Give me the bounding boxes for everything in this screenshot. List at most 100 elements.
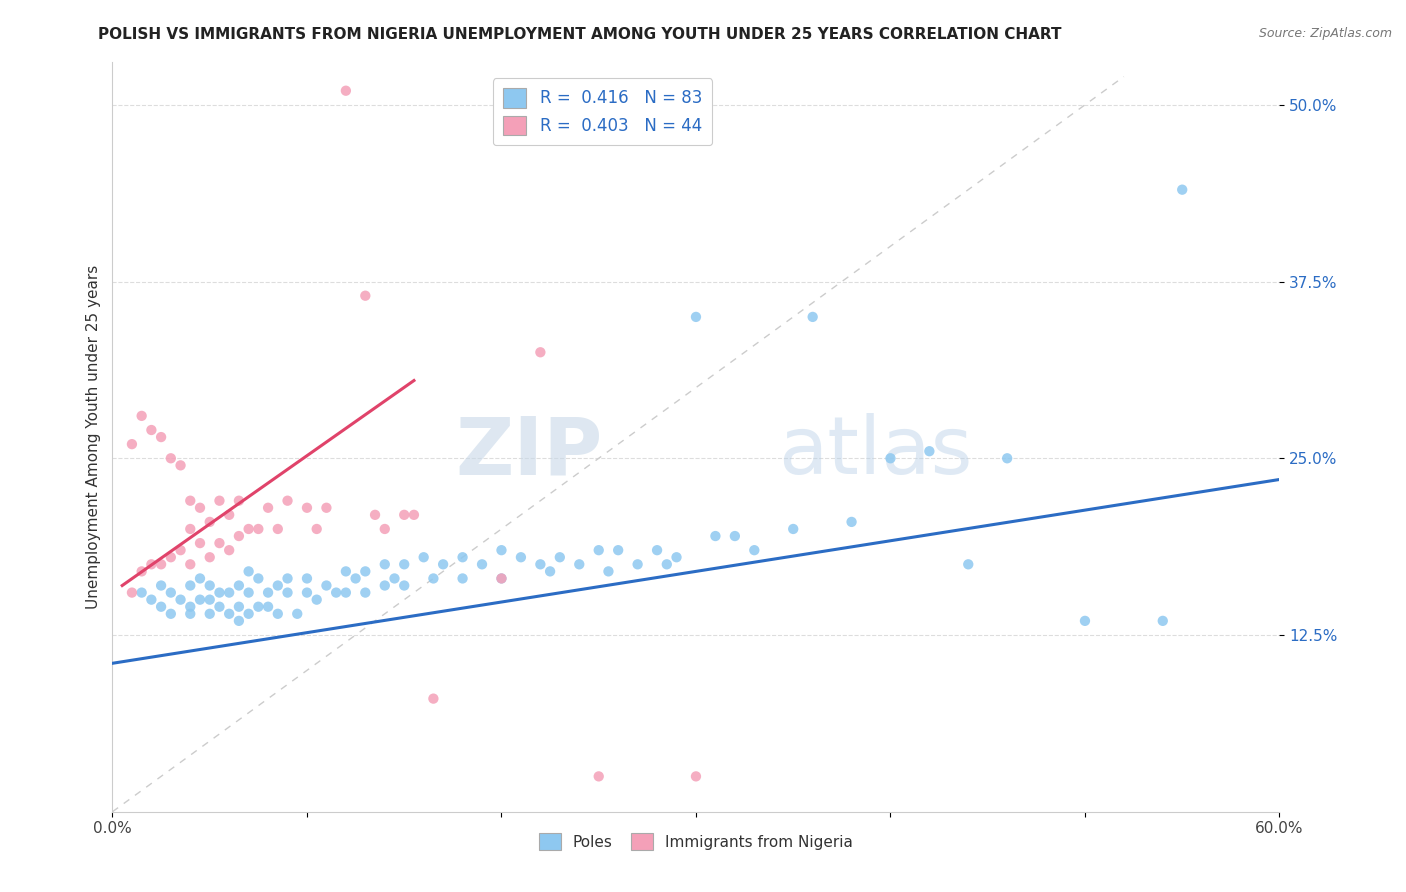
Point <box>568 558 591 572</box>
Point <box>160 451 183 466</box>
Point <box>315 578 337 592</box>
Point <box>150 430 173 444</box>
Point <box>374 578 396 592</box>
Point <box>432 558 454 572</box>
Point <box>228 493 250 508</box>
Point <box>394 558 416 572</box>
Point <box>121 585 143 599</box>
Point <box>247 599 270 614</box>
Point <box>208 536 231 550</box>
Point <box>218 508 240 522</box>
Point <box>364 508 387 522</box>
Point <box>198 578 221 592</box>
Point <box>394 508 416 522</box>
Point <box>471 558 494 572</box>
Text: ZIP: ZIP <box>456 413 603 491</box>
Point <box>685 310 707 324</box>
Point <box>335 565 357 579</box>
Point <box>315 500 337 515</box>
Point <box>228 578 250 592</box>
Point <box>1152 614 1174 628</box>
Point <box>267 607 290 621</box>
Point <box>131 565 153 579</box>
Point <box>509 550 531 565</box>
Point <box>491 571 513 585</box>
Point <box>238 607 260 621</box>
Point <box>374 522 396 536</box>
Text: POLISH VS IMMIGRANTS FROM NIGERIA UNEMPLOYMENT AMONG YOUTH UNDER 25 YEARS CORREL: POLISH VS IMMIGRANTS FROM NIGERIA UNEMPL… <box>98 27 1062 42</box>
Point <box>141 592 163 607</box>
Point <box>451 550 474 565</box>
Point <box>150 599 173 614</box>
Point <box>529 345 551 359</box>
Point <box>529 558 551 572</box>
Point <box>267 578 290 592</box>
Point <box>179 522 201 536</box>
Point <box>384 571 406 585</box>
Point <box>801 310 824 324</box>
Point <box>538 565 561 579</box>
Point <box>238 585 260 599</box>
Point <box>238 565 260 579</box>
Point <box>208 493 231 508</box>
Point <box>160 585 183 599</box>
Point <box>257 500 280 515</box>
Point <box>276 493 298 508</box>
Point <box>169 458 191 473</box>
Point <box>685 769 707 783</box>
Point <box>1074 614 1097 628</box>
Point <box>276 571 298 585</box>
Point <box>422 691 444 706</box>
Point <box>276 585 298 599</box>
Point <box>179 558 201 572</box>
Point <box>724 529 747 543</box>
Point <box>188 571 211 585</box>
Point <box>374 558 396 572</box>
Point <box>665 550 688 565</box>
Point <box>491 543 513 558</box>
Point <box>198 550 221 565</box>
Point <box>228 529 250 543</box>
Point <box>188 500 211 515</box>
Point <box>655 558 678 572</box>
Point <box>295 571 318 585</box>
Point <box>704 529 727 543</box>
Point <box>169 543 191 558</box>
Point <box>218 543 240 558</box>
Point <box>354 585 377 599</box>
Point <box>257 599 280 614</box>
Point <box>141 558 163 572</box>
Point <box>305 592 328 607</box>
Point <box>354 289 377 303</box>
Point <box>247 571 270 585</box>
Point <box>188 536 211 550</box>
Point <box>305 522 328 536</box>
Point <box>412 550 434 565</box>
Point <box>160 550 183 565</box>
Point <box>295 500 318 515</box>
Point <box>957 558 980 572</box>
Y-axis label: Unemployment Among Youth under 25 years: Unemployment Among Youth under 25 years <box>86 265 101 609</box>
Point <box>344 571 367 585</box>
Point <box>218 585 240 599</box>
Point <box>335 585 357 599</box>
Point <box>598 565 620 579</box>
Point <box>228 599 250 614</box>
Point <box>188 592 211 607</box>
Point <box>247 522 270 536</box>
Text: atlas: atlas <box>778 413 972 491</box>
Point <box>295 585 318 599</box>
Point <box>257 585 280 599</box>
Point <box>150 578 173 592</box>
Point <box>267 522 290 536</box>
Point <box>879 451 901 466</box>
Point <box>995 451 1018 466</box>
Point <box>208 599 231 614</box>
Point <box>354 565 377 579</box>
Point <box>285 607 308 621</box>
Point <box>160 607 183 621</box>
Point <box>198 515 221 529</box>
Point <box>131 409 153 423</box>
Point <box>451 571 474 585</box>
Point <box>150 558 173 572</box>
